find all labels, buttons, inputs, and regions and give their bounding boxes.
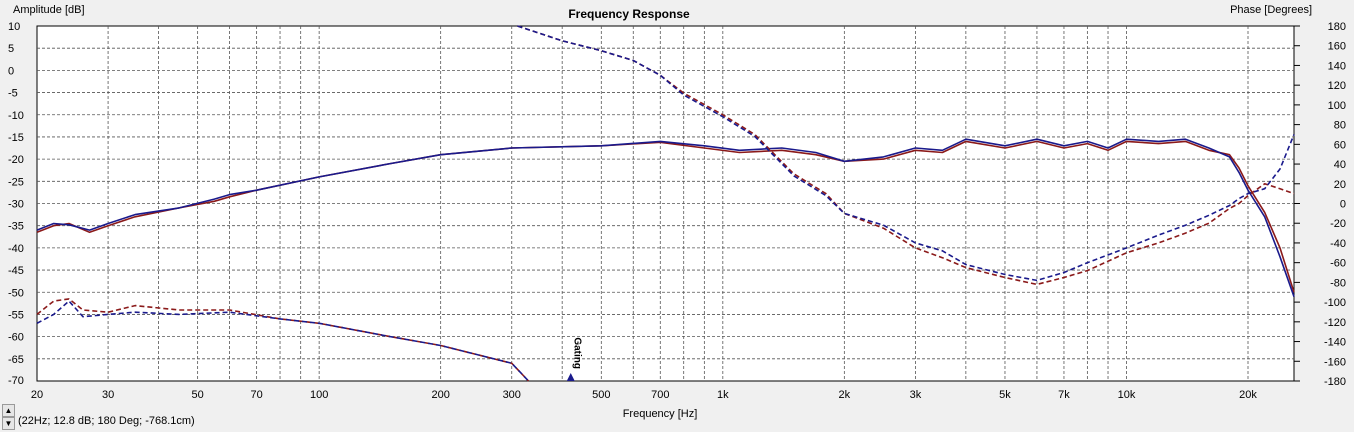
series-layer <box>36 25 1295 382</box>
y-left-tick-label: -15 <box>8 132 24 144</box>
y-right-tick-label: -80 <box>1330 277 1346 289</box>
plot-area <box>36 25 1295 382</box>
gating-marker-label: Gating <box>572 337 583 369</box>
y-left-tick-label: -25 <box>8 176 24 188</box>
scroll-down-button[interactable]: ▼ <box>2 417 15 430</box>
y-right-tick-label: -160 <box>1324 356 1346 368</box>
y-left-tick-label: -65 <box>8 354 24 366</box>
y-left-tick-label: 5 <box>8 43 14 55</box>
grid-lines <box>37 26 1294 381</box>
series-line-2 <box>36 298 530 382</box>
y-right-tick-label: 140 <box>1328 60 1346 72</box>
y-left-tick-label: -5 <box>8 88 18 100</box>
x-tick-label: 30 <box>102 389 114 401</box>
y-right-tick-label: -60 <box>1330 258 1346 270</box>
y-left-tick-label: -20 <box>8 154 24 166</box>
x-tick-label: 7k <box>1058 389 1070 401</box>
chart-title: Frequency Response <box>568 7 690 21</box>
x-tick-label: 10k <box>1118 389 1136 401</box>
x-tick-label: 100 <box>310 389 328 401</box>
y-left-tick-label: -70 <box>8 375 24 387</box>
series-line-5 <box>517 25 1295 282</box>
x-tick-label: 50 <box>192 389 204 401</box>
y-right-tick-label: -100 <box>1324 297 1346 309</box>
x-tick-label: 5k <box>999 389 1011 401</box>
y-right-tick-label: -120 <box>1324 317 1346 329</box>
x-axis-label: Frequency [Hz] <box>623 408 698 420</box>
y-right-tick-label: -40 <box>1330 238 1346 250</box>
x-tick-label: 1k <box>717 389 729 401</box>
y-right-tick-label: -180 <box>1324 376 1346 388</box>
series-line-4 <box>517 25 1295 286</box>
y-right-tick-label: 120 <box>1328 80 1346 92</box>
x-tick-label: 20k <box>1239 389 1257 401</box>
x-tick-label: 500 <box>592 389 610 401</box>
y-right-tick-label: 20 <box>1334 179 1346 191</box>
scroll-up-button[interactable]: ▲ <box>2 404 15 417</box>
y-right-tick-label: 40 <box>1334 159 1346 171</box>
x-tick-label: 300 <box>503 389 521 401</box>
y-left-tick-label: -30 <box>8 199 24 211</box>
right-axis-ticks: 180 160 140 120 100 80 60 40 20 0 -20 -40 -60 -80 -100… <box>1294 21 1346 388</box>
y-left-tick-label: -50 <box>8 287 24 299</box>
y-left-tick-label: -55 <box>8 309 24 321</box>
y-left-tick-label: 0 <box>8 65 14 77</box>
y-right-tick-label: 0 <box>1340 199 1346 211</box>
y-left-tick-label: 10 <box>8 21 20 33</box>
series-line-0 <box>36 140 1295 293</box>
x-tick-label: 3k <box>910 389 922 401</box>
y-right-tick-label: 100 <box>1328 100 1346 112</box>
y-left-tick-label: -60 <box>8 332 24 344</box>
x-tick-label: 70 <box>250 389 262 401</box>
y-right-tick-label: -20 <box>1330 218 1346 230</box>
series-line-1 <box>36 138 1295 297</box>
x-tick-label: 2k <box>839 389 851 401</box>
cursor-readout: (22Hz; 12.8 dB; 180 Deg; -768.1cm) <box>18 415 195 427</box>
gating-marker-arrow <box>566 373 575 381</box>
y-right-tick-label: 60 <box>1334 139 1346 151</box>
y-right-tick-label: 160 <box>1328 41 1346 53</box>
y-right-tick-label: -140 <box>1324 337 1346 349</box>
y-left-tick-label: -45 <box>8 265 24 277</box>
y-right-tick-label: 80 <box>1334 120 1346 132</box>
x-tick-label: 700 <box>651 389 669 401</box>
y-left-tick-label: -10 <box>8 110 24 122</box>
left-axis-ticks: 10 5 0 -5 -10 -15 -20 -25 -30 -35 -40 -45 -50 -55 -60 -… <box>8 21 24 387</box>
y-right-label: Phase [Degrees] <box>1230 4 1312 16</box>
x-axis-ticks: 20 30 50 70 100 200 300 500 700 1k 2k 3k 5k 7k 10k 20k <box>31 389 1257 401</box>
series-line-3 <box>36 300 530 382</box>
x-tick-label: 200 <box>431 389 449 401</box>
y-left-tick-label: -40 <box>8 243 24 255</box>
y-left-tick-label: -35 <box>8 221 24 233</box>
x-tick-label: 20 <box>31 389 43 401</box>
y-left-label: Amplitude [dB] <box>13 4 85 16</box>
gating-marker: Gating <box>566 337 583 381</box>
y-right-tick-label: 180 <box>1328 21 1346 33</box>
